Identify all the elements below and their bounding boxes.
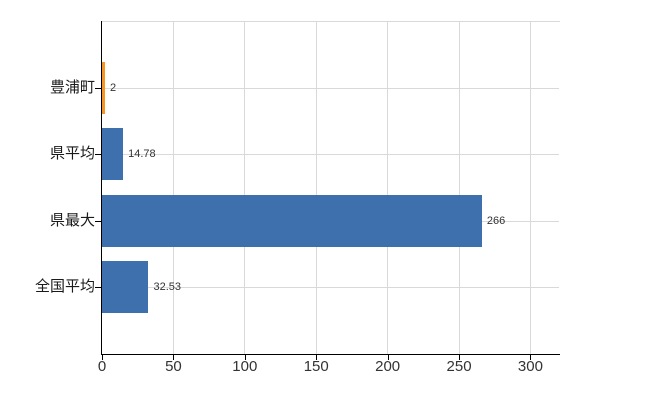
x-axis-tick-label: 150 [303, 358, 329, 375]
bar [102, 194, 482, 247]
x-axis-tick [459, 355, 461, 360]
y-axis-line [101, 21, 102, 355]
x-axis-tick-label: 100 [232, 358, 258, 375]
y-axis-tick [95, 87, 101, 89]
x-axis-tick [530, 355, 532, 360]
bar [102, 61, 105, 114]
y-axis-tick [95, 287, 101, 289]
y-axis-tick [95, 220, 101, 222]
bar [102, 261, 149, 314]
gridline-vertical [458, 21, 460, 354]
x-axis-tick-label: 50 [165, 358, 182, 375]
gridline-horizontal [102, 154, 559, 156]
y-axis-category-label: 県平均 [49, 145, 95, 163]
bar-value-label: 266 [486, 214, 506, 227]
plot-top-border [102, 21, 560, 22]
x-axis-tick-label: 0 [97, 358, 107, 375]
y-axis-category-label: 県最大 [49, 211, 95, 229]
gridline-vertical [172, 21, 174, 354]
x-axis-tick [316, 355, 318, 360]
gridline-horizontal [102, 287, 559, 289]
gridline-vertical [315, 21, 317, 354]
gridline-vertical [529, 21, 531, 354]
gridline-horizontal [102, 87, 559, 89]
x-axis-tick-label: 300 [517, 358, 543, 375]
bar-value-label: 2 [110, 81, 117, 94]
x-axis-tick-label: 200 [375, 358, 401, 375]
x-axis-tick-label: 250 [446, 358, 472, 375]
gridline-vertical [387, 21, 389, 354]
x-axis-tick [173, 355, 175, 360]
x-axis-line [101, 354, 560, 355]
y-axis-category-label: 全国平均 [34, 278, 95, 296]
gridline-vertical [244, 21, 246, 354]
bar [102, 128, 124, 181]
x-axis-tick [244, 355, 246, 360]
y-axis-category-label: 豊浦町 [49, 78, 95, 96]
x-axis-tick [387, 355, 389, 360]
plot-area: 2 14.78 266 32.53 [102, 21, 559, 354]
x-axis-tick [102, 355, 103, 360]
bar-value-label: 14.78 [128, 148, 156, 161]
y-axis-tick [95, 154, 101, 156]
bar-value-label: 32.53 [153, 281, 181, 294]
